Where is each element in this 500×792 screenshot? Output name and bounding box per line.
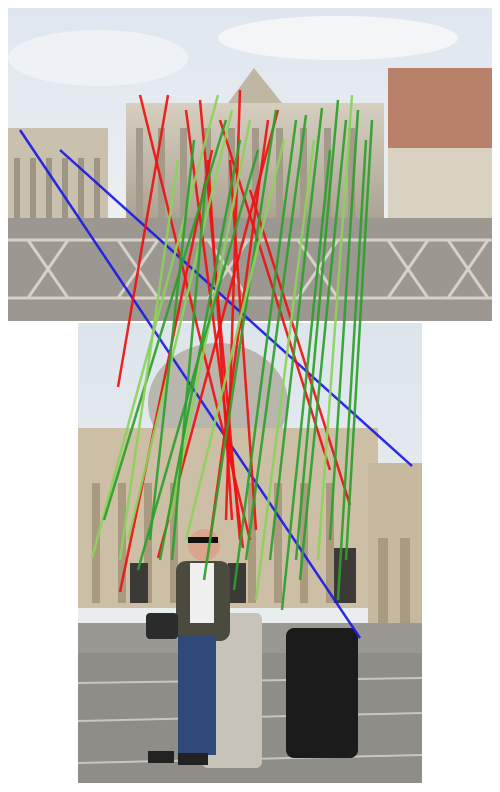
match-line-inlier-green xyxy=(296,100,338,560)
match-line-inlier-green xyxy=(346,120,372,560)
match-line-inlier-green xyxy=(104,120,226,520)
match-line-inlier-green xyxy=(270,108,322,560)
match-line-inlier-green xyxy=(282,150,330,610)
match-line-inlier-light-green xyxy=(318,95,352,560)
